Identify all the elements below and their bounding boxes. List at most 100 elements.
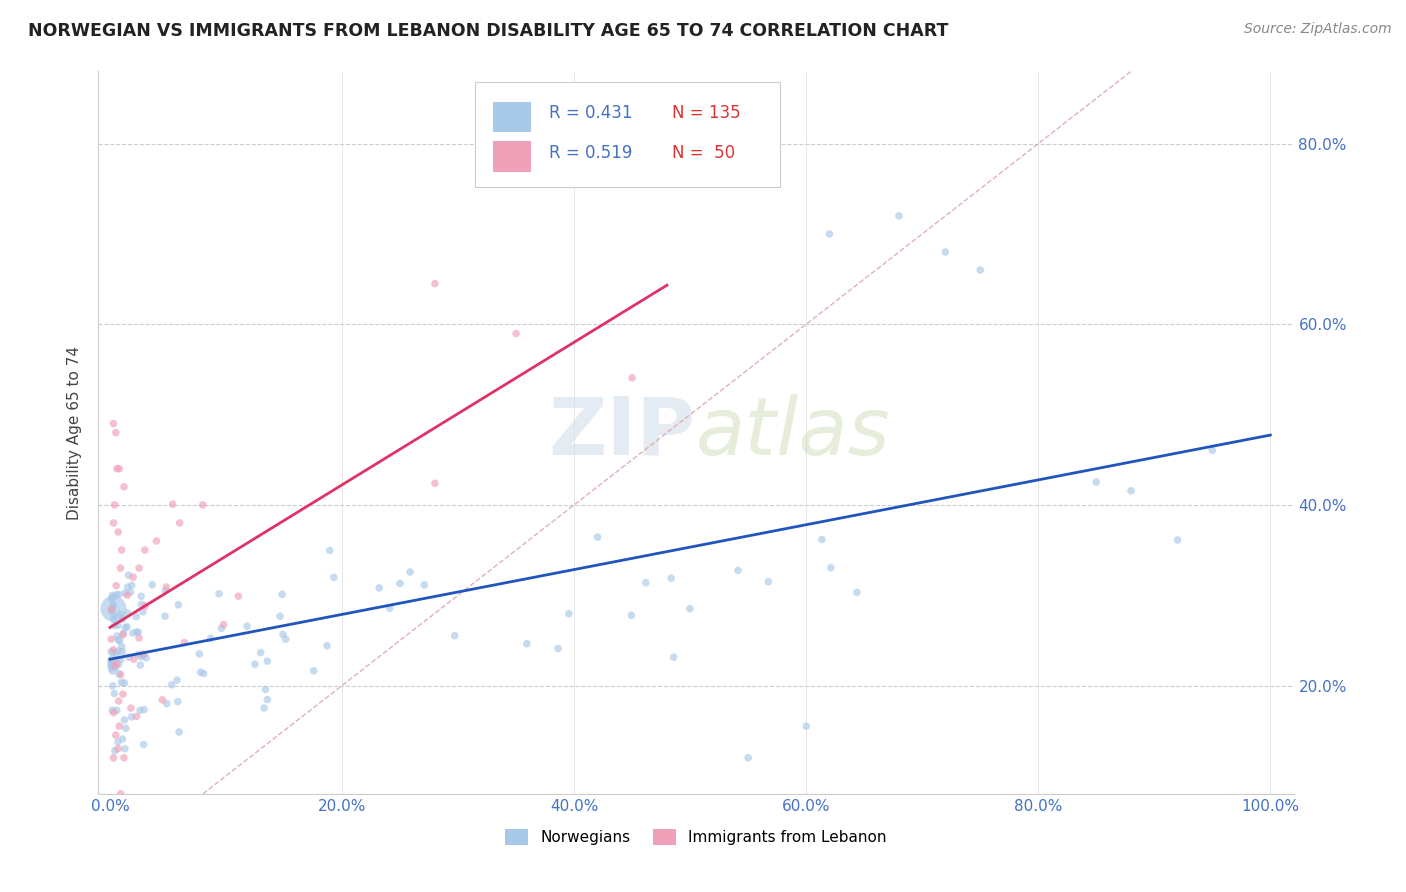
Point <box>122 570 145 584</box>
FancyBboxPatch shape <box>494 142 531 172</box>
Point <box>108 666 131 681</box>
Point <box>122 626 145 640</box>
Point <box>129 703 152 717</box>
Point <box>141 578 163 592</box>
Point <box>121 578 143 592</box>
Point <box>132 647 155 661</box>
Point <box>105 657 128 671</box>
Point <box>620 608 643 623</box>
Point <box>111 687 134 701</box>
Point <box>104 744 127 758</box>
Point <box>316 639 339 653</box>
Point <box>125 709 148 723</box>
Point <box>423 476 446 491</box>
Point <box>811 533 834 547</box>
Point <box>110 561 132 575</box>
Point <box>110 787 132 801</box>
Point <box>103 642 125 657</box>
Point <box>547 641 569 656</box>
Point <box>443 629 465 643</box>
Point <box>155 583 177 598</box>
Point <box>236 619 259 633</box>
Point <box>112 713 135 727</box>
Point <box>191 498 214 512</box>
Point <box>132 702 155 716</box>
Point <box>190 665 212 680</box>
Point <box>101 598 124 612</box>
Point <box>128 561 150 575</box>
Point <box>253 701 276 715</box>
FancyBboxPatch shape <box>475 82 780 187</box>
Point <box>117 568 139 582</box>
Point <box>125 624 148 639</box>
Point <box>100 654 122 668</box>
Point <box>166 695 188 709</box>
Point <box>107 735 129 749</box>
Point <box>737 751 759 765</box>
Point <box>100 632 122 647</box>
Point <box>1085 475 1108 489</box>
Point <box>173 635 195 649</box>
Point <box>679 601 702 615</box>
Point <box>108 634 131 648</box>
Point <box>101 664 124 678</box>
Point <box>100 603 122 617</box>
Point <box>117 588 139 602</box>
Point <box>127 625 149 640</box>
Point <box>110 675 132 690</box>
Point <box>103 618 125 632</box>
Point <box>114 586 136 600</box>
Point <box>269 609 291 624</box>
FancyBboxPatch shape <box>494 102 531 132</box>
Point <box>820 561 842 575</box>
Point <box>101 703 124 717</box>
Point <box>110 667 132 681</box>
Point <box>302 664 325 678</box>
Point <box>107 632 129 647</box>
Point <box>103 654 125 668</box>
Point <box>105 647 128 661</box>
Point <box>120 701 142 715</box>
Point <box>228 589 250 603</box>
Point <box>155 580 177 594</box>
Point <box>114 676 136 690</box>
Point <box>111 628 134 642</box>
Point <box>103 646 125 660</box>
Point <box>114 741 136 756</box>
Point <box>108 719 131 733</box>
Text: R = 0.519: R = 0.519 <box>548 144 633 162</box>
Point <box>104 425 127 440</box>
Point <box>107 741 129 756</box>
Point <box>100 645 122 659</box>
Point <box>104 658 127 673</box>
Point <box>132 738 155 752</box>
Text: R = 0.431: R = 0.431 <box>548 104 633 122</box>
Point <box>103 601 125 615</box>
Point <box>634 575 657 590</box>
Point <box>114 721 136 735</box>
Point <box>103 609 125 624</box>
Point <box>127 648 149 662</box>
Point <box>322 570 344 584</box>
Text: N = 135: N = 135 <box>672 104 741 122</box>
Point <box>100 657 122 671</box>
Point <box>274 632 297 647</box>
Point <box>662 650 685 665</box>
Point <box>818 227 841 241</box>
Point <box>107 618 129 632</box>
Point <box>103 613 125 627</box>
Point <box>111 612 134 626</box>
Legend: Norwegians, Immigrants from Lebanon: Norwegians, Immigrants from Lebanon <box>499 823 893 851</box>
Point <box>134 599 156 613</box>
Point <box>243 657 266 672</box>
Point <box>378 601 401 615</box>
Point <box>368 581 391 595</box>
Point <box>100 661 122 675</box>
Text: N =  50: N = 50 <box>672 144 735 162</box>
Text: ZIP: ZIP <box>548 393 696 472</box>
Point <box>969 263 991 277</box>
Point <box>156 697 179 711</box>
Point <box>516 637 538 651</box>
Point <box>200 632 222 646</box>
Text: Source: ZipAtlas.com: Source: ZipAtlas.com <box>1244 22 1392 37</box>
